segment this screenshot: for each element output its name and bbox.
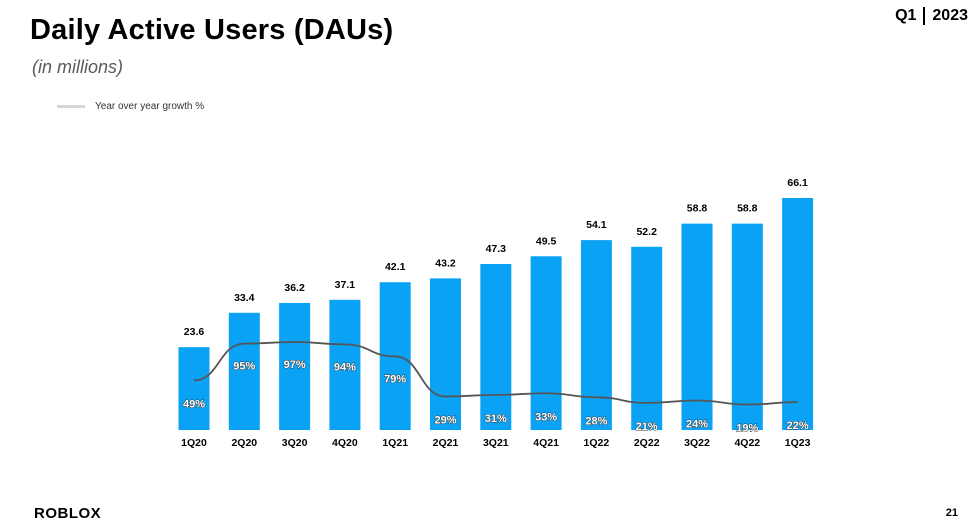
bar-2Q22 (631, 246, 663, 430)
bar-1Q23 (782, 198, 814, 430)
value-label-2Q22: 52.2 (636, 226, 657, 238)
x-tick-1Q20: 1Q20 (181, 437, 207, 449)
value-label-2Q21: 43.2 (435, 257, 456, 269)
bar-4Q20 (329, 299, 361, 430)
growth-label-3Q22: 24% (686, 418, 708, 430)
x-tick-2Q21: 2Q21 (433, 437, 459, 449)
bar-1Q20 (178, 347, 210, 430)
value-label-4Q22: 58.8 (737, 203, 758, 215)
growth-line (193, 341, 798, 406)
page-title: Daily Active Users (DAUs) (30, 14, 394, 46)
x-tick-4Q21: 4Q21 (533, 437, 559, 449)
bar-2Q21 (430, 278, 461, 430)
growth-label-2Q22: 21% (636, 421, 658, 433)
value-label-1Q22: 54.1 (586, 219, 607, 231)
growth-label-3Q20: 97% (284, 359, 306, 371)
bar-4Q21 (530, 256, 562, 430)
growth-label-1Q20: 49% (183, 398, 205, 410)
growth-label-1Q21: 79% (384, 373, 406, 385)
growth-label-1Q23: 22% (787, 420, 809, 432)
value-label-1Q20: 23.6 (184, 326, 205, 338)
x-tick-1Q22: 1Q22 (584, 437, 610, 449)
bar-2Q20 (228, 312, 260, 430)
x-tick-3Q22: 3Q22 (684, 437, 710, 449)
x-tick-2Q20: 2Q20 (231, 437, 257, 449)
growth-label-2Q21: 29% (434, 414, 456, 426)
period-indicator: Q1 2023 (895, 7, 968, 25)
page-subtitle: (in millions) (32, 57, 124, 77)
value-label-3Q21: 47.3 (486, 243, 507, 255)
growth-label-1Q22: 28% (585, 415, 607, 427)
x-tick-3Q20: 3Q20 (282, 437, 308, 449)
growth-label-3Q21: 31% (485, 413, 507, 425)
value-label-3Q22: 58.8 (687, 203, 708, 215)
value-label-4Q20: 37.1 (335, 279, 356, 291)
value-label-1Q23: 66.1 (787, 177, 808, 189)
growth-label-4Q21: 33% (535, 411, 557, 423)
bar-1Q22 (580, 240, 612, 430)
x-tick-2Q22: 2Q22 (634, 437, 660, 449)
value-label-1Q21: 42.1 (385, 261, 406, 273)
bar-3Q21 (480, 263, 512, 430)
legend-label: Year over year growth % (95, 101, 205, 112)
period-divider (923, 7, 926, 25)
value-label-3Q20: 36.2 (284, 282, 305, 294)
bar-4Q22 (731, 223, 763, 430)
legend-swatch (57, 105, 85, 108)
x-tick-1Q21: 1Q21 (382, 437, 408, 449)
x-tick-3Q21: 3Q21 (483, 437, 509, 449)
roblox-logo: ROBLOX (34, 505, 102, 522)
chart-legend: Year over year growth % (57, 101, 204, 112)
value-label-4Q21: 49.5 (536, 235, 557, 247)
growth-label-2Q20: 95% (233, 361, 255, 373)
x-tick-4Q20: 4Q20 (332, 437, 358, 449)
page-number: 21 (945, 507, 958, 519)
x-tick-1Q23: 1Q23 (785, 437, 811, 449)
growth-label-4Q20: 94% (334, 361, 356, 373)
bar-3Q22 (681, 223, 713, 430)
year-label: 2023 (932, 7, 968, 24)
quarter-label: Q1 (895, 7, 917, 24)
bar-3Q20 (279, 302, 311, 430)
growth-label-4Q22: 19% (736, 423, 758, 435)
value-label-2Q20: 33.4 (234, 292, 255, 304)
x-tick-4Q22: 4Q22 (734, 437, 760, 449)
